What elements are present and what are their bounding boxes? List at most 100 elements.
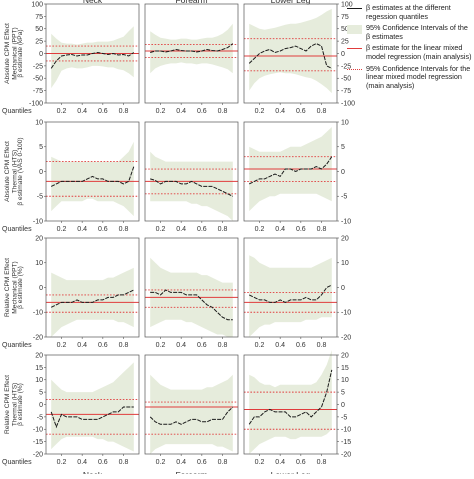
- panel-frame: [45, 354, 140, 455]
- y-tick-label-right: 20: [341, 235, 349, 242]
- ci-band: [150, 374, 233, 454]
- beta-line: [248, 156, 333, 185]
- y-tick-label: -15: [33, 439, 43, 446]
- legend-item-ci-quantiles: 95% Confidence Intervals of the β estima…: [346, 23, 474, 41]
- y-tick-label-right: 75: [341, 14, 349, 21]
- panel-frame: [144, 121, 239, 222]
- y-tick-label: -20: [33, 334, 43, 341]
- ci-band: [51, 362, 134, 452]
- panel-frame: [45, 121, 140, 222]
- y-tick-label: -25: [33, 63, 43, 70]
- quantiles-label: Quantiles: [2, 108, 32, 115]
- y-tick-label-right: -15: [341, 439, 351, 446]
- legend-item-lmm-estimate: β estimate for the linear mixed model re…: [346, 44, 474, 61]
- row-label-group: Absolute CPM EffectThermal (HTS): [4, 141, 19, 202]
- row-label: Absolute CPM EffectThermal (HTS): [4, 141, 19, 202]
- row-label: Absolute CPM EffectMechanical (PPT): [4, 23, 19, 84]
- quantiles-label: Quantiles: [2, 342, 32, 349]
- ci-band: [249, 255, 332, 337]
- y-tick-label: 50: [35, 26, 43, 33]
- legend-swatch-solid-red: [347, 48, 362, 50]
- panel: 0.2 0.4 0.6 0.8: [243, 121, 338, 233]
- x-tick-label: 0.6: [98, 342, 108, 349]
- beta-line: [50, 51, 135, 69]
- beta-line: [248, 369, 333, 425]
- beta-line: [150, 178, 234, 197]
- y-tick-label: -10: [33, 218, 43, 225]
- panel-frame: [144, 3, 239, 104]
- column-footer: Forearm: [175, 470, 207, 474]
- x-tick-label: 0.2: [57, 108, 67, 115]
- y-tick-label: -5: [37, 414, 43, 421]
- x-tick-label: 0.2: [255, 108, 265, 115]
- y-axis-label: β estimate (kPa): [17, 29, 24, 77]
- panel: 0.2 0.4 0.6 0.8: [45, 354, 140, 466]
- x-tick-label: 0.6: [98, 459, 108, 466]
- row-label-line: Absolute CPM Effect: [4, 141, 11, 202]
- panel: 0.2 0.4 0.6 0.8: [144, 121, 239, 233]
- y-tick-label: 0: [39, 51, 43, 58]
- y-axis-label: β estimate (%): [17, 266, 24, 309]
- y-tick-label: -50: [33, 76, 43, 83]
- y-tick-label: 0: [39, 169, 43, 176]
- panel: 0.2 0.4 0.6 0.8: [144, 354, 239, 466]
- row-label-line: Mechanical (PPT): [12, 261, 19, 313]
- x-tick-label: 0.4: [77, 226, 87, 233]
- ci-band: [150, 23, 233, 74]
- y-tick-label: -75: [33, 88, 43, 95]
- y-axis-label-group: β estimate (%): [17, 266, 24, 309]
- y-tick-label: -5: [37, 194, 43, 201]
- row-label-line: Relative CPM Effect: [4, 258, 11, 317]
- y-axis-label-group: β estimate (kPa): [17, 29, 24, 77]
- y-tick-label-right: -10: [341, 310, 351, 317]
- y-tick-label: 20: [35, 352, 43, 359]
- x-tick-label: 0.2: [156, 108, 166, 115]
- y-tick-label: -10: [33, 427, 43, 434]
- y-tick-label: 75: [35, 14, 43, 21]
- column-footer: Lower Leg: [271, 470, 311, 474]
- x-tick-label: 0.6: [296, 108, 306, 115]
- x-tick-label: 0.8: [119, 459, 129, 466]
- x-tick-label: 0.4: [176, 108, 186, 115]
- x-tick-label: 0.4: [176, 226, 186, 233]
- panel: 0.2 0.4 0.6 0.8: [45, 237, 140, 349]
- x-tick-label: 0.2: [156, 226, 166, 233]
- y-tick-label: 5: [39, 144, 43, 151]
- row-label: Relative CPM EffectMechanical (PPT): [4, 258, 19, 317]
- y-tick-label-right: -5: [341, 194, 347, 201]
- y-tick-label-right: 0: [341, 51, 345, 58]
- x-tick-label: 0.6: [197, 226, 207, 233]
- legend-label: 95% Confidence Intervals for the linear …: [366, 63, 471, 90]
- quantiles-label: Quantiles: [2, 226, 32, 233]
- column-header: Neck: [83, 0, 103, 5]
- row-label-line: Thermal (HTS): [12, 150, 19, 194]
- y-tick-label: 100: [31, 1, 43, 8]
- x-tick-label: 0.4: [176, 459, 186, 466]
- y-axis-label-group: β estimate (VAS 0-100): [17, 137, 24, 205]
- x-tick-label: 0.8: [218, 342, 228, 349]
- legend: β estimates at the different regession q…: [346, 3, 474, 93]
- row-label-group: Absolute CPM EffectMechanical (PPT): [4, 23, 19, 84]
- x-tick-label: 0.6: [296, 459, 306, 466]
- y-axis-label-group: β estimate (%): [17, 383, 24, 426]
- ci-band: [150, 151, 233, 221]
- x-tick-label: 0.4: [77, 342, 87, 349]
- panel: 0.2 0.4 0.6 0.8: [45, 121, 140, 233]
- x-tick-label: 0.2: [255, 226, 265, 233]
- y-axis-label: β estimate (VAS 0-100): [17, 137, 24, 205]
- y-tick-label-right: 5: [341, 144, 345, 151]
- column-header: Forearm: [175, 0, 207, 5]
- ci-band: [51, 26, 134, 89]
- y-tick-label: 10: [35, 377, 43, 384]
- y-tick-label-right: 0: [341, 285, 345, 292]
- x-tick-label: 0.8: [317, 459, 327, 466]
- y-tick-label-right: 5: [341, 390, 345, 397]
- y-tick-label-right: 50: [341, 26, 349, 33]
- beta-line: [50, 166, 135, 187]
- y-tick-label-right: 10: [341, 119, 349, 126]
- y-tick-label-right: 100: [341, 1, 353, 8]
- x-tick-label: 0.8: [317, 108, 327, 115]
- y-tick-label: 5: [39, 390, 43, 397]
